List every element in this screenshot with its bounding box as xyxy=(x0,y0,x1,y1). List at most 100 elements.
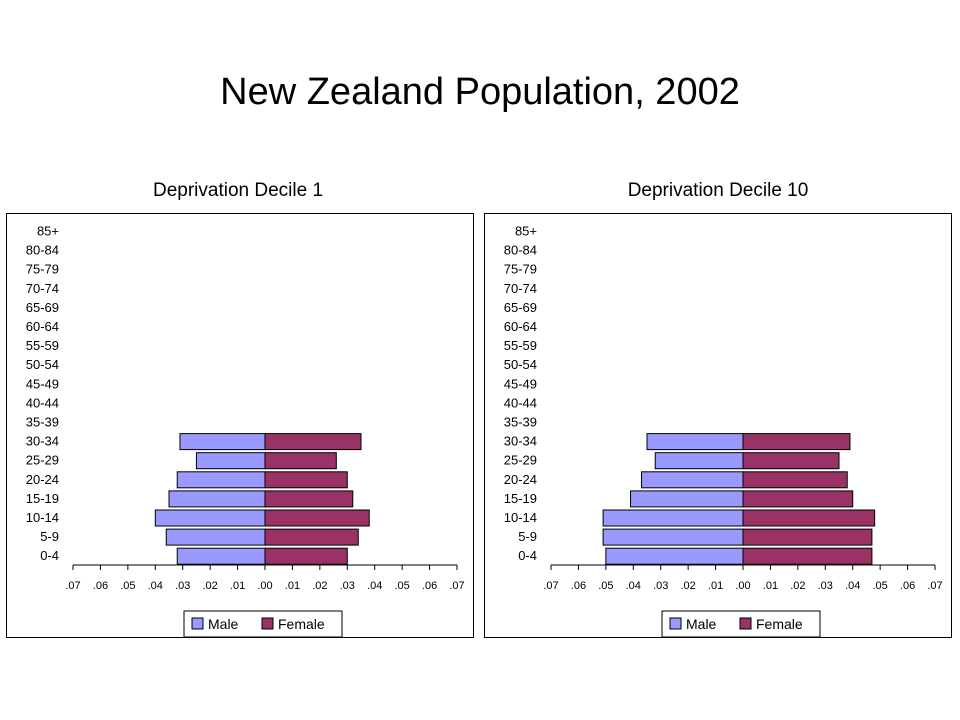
age-group-label: 70-74 xyxy=(504,281,537,296)
x-tick-label: .03 xyxy=(340,580,355,592)
age-group-label: 40-44 xyxy=(26,395,59,410)
female-bar xyxy=(264,433,362,451)
age-group-label: 55-59 xyxy=(504,338,537,353)
male-bar xyxy=(630,490,744,508)
age-group-label: 85+ xyxy=(515,224,537,239)
age-group-label: 45-49 xyxy=(26,376,59,391)
age-group-label: 0-4 xyxy=(518,548,537,563)
x-tick-label: .06 xyxy=(422,580,437,592)
x-tick-label: .05 xyxy=(120,580,135,592)
x-tick-label: .06 xyxy=(900,580,915,592)
age-group-label: 75-79 xyxy=(504,262,537,277)
male-bar xyxy=(605,547,744,565)
chart-title-decile-10: Deprivation Decile 10 xyxy=(627,180,809,201)
age-group-label: 5-9 xyxy=(40,529,59,544)
x-tick-label: .07 xyxy=(543,580,558,592)
age-group-label: 10-14 xyxy=(504,510,537,525)
age-group-label: 15-19 xyxy=(504,491,537,506)
age-group-label: 50-54 xyxy=(504,357,537,372)
x-tick-label: .05 xyxy=(872,580,887,592)
x-tick-label: .04 xyxy=(845,580,860,592)
male-bar xyxy=(154,509,266,527)
age-group-label: 10-14 xyxy=(26,510,59,525)
age-group-label: 65-69 xyxy=(504,300,537,315)
x-tick-label: .01 xyxy=(708,580,723,592)
age-group-label: 45-49 xyxy=(504,376,537,391)
x-tick-label: .01 xyxy=(285,580,300,592)
age-group-label: 60-64 xyxy=(26,319,59,334)
age-group-label: 20-24 xyxy=(504,472,537,487)
age-group-label: 30-34 xyxy=(26,434,59,449)
age-group-label: 35-39 xyxy=(504,415,537,430)
x-tick-label: .05 xyxy=(598,580,613,592)
legend-label-male: Male xyxy=(686,616,717,632)
age-group-label: 5-9 xyxy=(518,529,537,544)
chart-title-decile-1: Deprivation Decile 1 xyxy=(152,180,324,201)
x-tick-label: .04 xyxy=(626,580,641,592)
male-bar xyxy=(176,547,266,565)
age-group-label: 80-84 xyxy=(26,243,59,258)
age-group-label: 25-29 xyxy=(504,453,537,468)
x-tick-label: .02 xyxy=(202,580,217,592)
male-bar xyxy=(646,433,744,451)
legend-label-female: Female xyxy=(756,616,803,632)
x-tick-label: .06 xyxy=(571,580,586,592)
female-bar xyxy=(264,528,359,546)
male-bar xyxy=(641,471,744,489)
male-bar xyxy=(168,490,266,508)
chart-svg-decile-10: 85+ 80-84 75-79 70-74 65-69 60-64 55-59 50-54 45… xyxy=(504,224,943,637)
x-tick-label: .02 xyxy=(312,580,327,592)
female-bar xyxy=(264,452,337,470)
chart-svg-decile-1: 85+ 80-84 75-79 70-74 65-69 60-64 55-59 50-54 45… xyxy=(26,224,465,637)
female-bar xyxy=(742,490,854,508)
legend-label-female: Female xyxy=(278,616,325,632)
x-tick-label: .04 xyxy=(148,580,163,592)
age-group-label: 80-84 xyxy=(504,243,537,258)
age-group-label: 70-74 xyxy=(26,281,59,296)
age-group-label: 60-64 xyxy=(504,319,537,334)
age-group-label: 75-79 xyxy=(26,262,59,277)
x-tick-label: .01 xyxy=(230,580,245,592)
female-bar xyxy=(264,509,370,527)
x-tick-label: .03 xyxy=(175,580,190,592)
x-tick-label: .00 xyxy=(257,580,272,592)
age-group-label: 20-24 xyxy=(26,472,59,487)
x-tick-label: .07 xyxy=(449,580,464,592)
x-tick-label: .02 xyxy=(680,580,695,592)
legend-swatch-female xyxy=(261,617,274,630)
female-bar xyxy=(742,509,876,527)
age-group-label: 65-69 xyxy=(26,300,59,315)
male-bar xyxy=(179,433,266,451)
age-group-label: 25-29 xyxy=(26,453,59,468)
legend: Male Female xyxy=(661,610,821,637)
x-tick-label: .01 xyxy=(763,580,778,592)
x-tick-label: .02 xyxy=(790,580,805,592)
x-tick-label: .05 xyxy=(394,580,409,592)
age-group-label: 0-4 xyxy=(40,548,59,563)
age-group-label: 15-19 xyxy=(26,491,59,506)
male-bar xyxy=(654,452,744,470)
male-bar xyxy=(176,471,266,489)
chart-decile-10: 85+ 80-84 75-79 70-74 65-69 60-64 55-59 50-54 45… xyxy=(484,213,952,638)
x-tick-label: .07 xyxy=(65,580,80,592)
male-bar xyxy=(602,528,744,546)
female-bar xyxy=(742,547,873,565)
legend-label-male: Male xyxy=(208,616,239,632)
page-title: New Zealand Population, 2002 xyxy=(220,71,740,113)
female-bar xyxy=(742,452,840,470)
legend-swatch-female xyxy=(739,617,752,630)
legend-swatch-male xyxy=(191,617,204,630)
x-tick-label: .03 xyxy=(818,580,833,592)
male-bar xyxy=(195,452,266,470)
female-bar xyxy=(264,471,348,489)
age-group-label: 50-54 xyxy=(26,357,59,372)
age-group-label: 55-59 xyxy=(26,338,59,353)
x-tick-label: .07 xyxy=(927,580,942,592)
chart-decile-1: 85+ 80-84 75-79 70-74 65-69 60-64 55-59 50-54 45… xyxy=(6,213,474,638)
legend-swatch-male xyxy=(669,617,682,630)
x-tick-label: .00 xyxy=(735,580,750,592)
female-bar xyxy=(264,490,354,508)
legend: Male Female xyxy=(183,610,343,637)
x-tick-label: .03 xyxy=(653,580,668,592)
x-tick-label: .04 xyxy=(367,580,382,592)
